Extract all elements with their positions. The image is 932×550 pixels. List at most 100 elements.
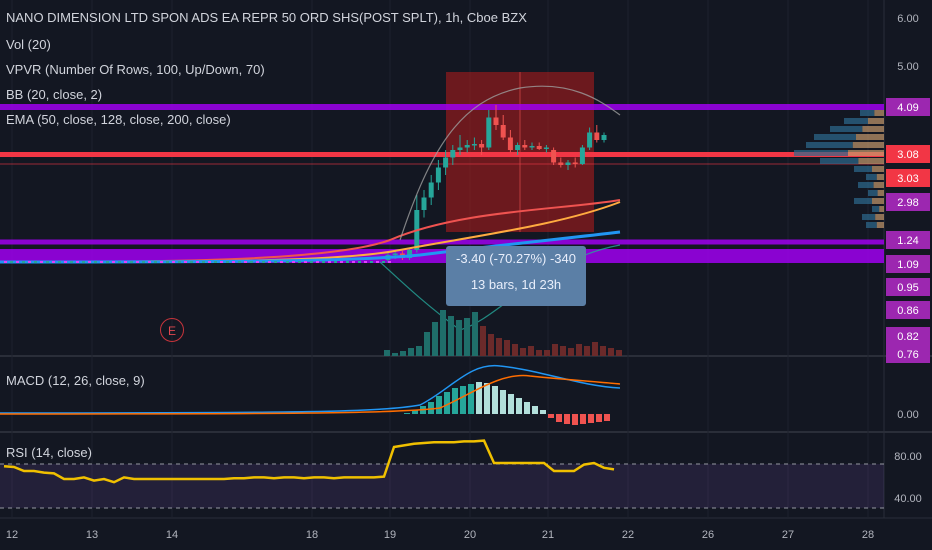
candle-body (457, 147, 463, 150)
dotted-bb-mark (196, 261, 199, 263)
price-tag-box (886, 145, 930, 163)
candle-body (450, 150, 456, 158)
macd-line (0, 364, 621, 414)
vpvr-bar-up (814, 134, 856, 140)
dotted-bb-mark (250, 261, 253, 263)
dotted-bb-mark (286, 261, 289, 263)
volume-bar (560, 346, 566, 356)
macd-hist-bar (548, 414, 554, 418)
vpvr-bar-down (877, 190, 884, 196)
vpvr-bar-up (854, 166, 872, 172)
rsi-line (3, 439, 615, 484)
vpvr-bar-up (866, 222, 877, 228)
candle-body (565, 162, 571, 165)
price-tag-box (886, 193, 930, 211)
dotted-bb-mark (100, 261, 103, 263)
price-tag-box (886, 98, 930, 116)
dotted-bb-mark (172, 261, 175, 263)
dotted-bb-mark (364, 261, 367, 263)
vpvr-bar-down (872, 198, 884, 204)
macd-hist-bar (604, 414, 610, 421)
price-tag-box (886, 231, 930, 249)
macd-tick-label: 0.00 (897, 409, 918, 421)
macd-hist-bar (588, 414, 594, 423)
price-tag-label: 1.09 (897, 259, 918, 271)
dotted-bb-mark (202, 261, 205, 263)
volume-bar (400, 351, 406, 356)
candle-body (486, 117, 492, 148)
macd-hist-bar (580, 414, 586, 424)
vpvr-bar-down (862, 126, 884, 132)
price-tag-label: 0.86 (897, 305, 918, 317)
price-tick-label: 6.00 (897, 13, 918, 25)
dotted-bb-mark (4, 261, 7, 263)
volume-bar (464, 318, 470, 356)
candle-body (435, 167, 441, 183)
macd-hist-bar (500, 390, 506, 414)
dotted-bb-mark (136, 261, 139, 263)
dotted-bb-mark (124, 261, 127, 263)
price-tag-label: 0.76 (897, 349, 918, 361)
dotted-bb-mark (88, 261, 91, 263)
candle-body (500, 125, 506, 138)
candle-body (579, 147, 585, 164)
candle-body (587, 132, 593, 148)
vpvr-bar-up (794, 150, 848, 156)
volume-bar (568, 348, 574, 356)
price-tag-label: 0.95 (897, 282, 918, 294)
vpvr-bar-down (873, 182, 884, 188)
candle-body (515, 145, 521, 150)
macd-hist-bar (532, 406, 538, 414)
time-tick-label: 12 (6, 529, 18, 541)
macd-hist-bar (508, 394, 514, 414)
dotted-bb-mark (46, 261, 49, 263)
measure-change: -3.40 (-70.27%) -340 (456, 251, 576, 266)
measure-duration: 13 bars, 1d 23h (470, 277, 562, 292)
volume-bar (432, 322, 438, 356)
candle-body (594, 132, 600, 140)
vpvr-bar-up (866, 174, 877, 180)
dotted-bb-mark (292, 261, 295, 263)
candle-body (392, 253, 398, 255)
dotted-bb-mark (118, 261, 121, 263)
price-tag-label: 4.09 (897, 102, 918, 114)
candle-body (551, 150, 557, 163)
dotted-bb-mark (214, 261, 217, 263)
time-tick-label: 26 (702, 529, 714, 541)
volume-bar (496, 338, 502, 356)
macd-hist-bar (596, 414, 602, 422)
candle-body (428, 182, 434, 198)
volume-bar (416, 346, 422, 356)
volume-bar (456, 320, 462, 356)
dotted-bb-mark (256, 261, 259, 263)
volume-bar (440, 310, 446, 356)
earnings-marker[interactable]: E (160, 318, 184, 342)
dotted-bb-mark (70, 261, 73, 263)
dotted-bb-mark (190, 261, 193, 263)
time-tick-label: 21 (542, 529, 554, 541)
candle-body (601, 135, 607, 140)
rsi-tick-label: 80.00 (894, 451, 922, 463)
vpvr-bar-down (852, 142, 884, 148)
volume-bar (528, 346, 534, 356)
candle-body (572, 162, 578, 164)
macd-label: MACD (12, 26, close, 9) (6, 373, 145, 388)
candle-body (421, 197, 427, 210)
macd-signal-line (0, 374, 621, 415)
dotted-bb-mark (238, 261, 241, 263)
dotted-bb-mark (370, 261, 373, 263)
price-tag-box (886, 278, 930, 296)
macd-hist-bar (436, 396, 442, 414)
vpvr-bar-up (830, 126, 863, 132)
volume-bar (392, 353, 398, 356)
price-tag-box (886, 327, 930, 345)
dotted-bb-mark (340, 261, 343, 263)
dotted-bb-mark (40, 261, 43, 263)
vpvr-bar-down (872, 166, 884, 172)
indicator-vpvr: VPVR (Number Of Rows, 100, Up/Down, 70) (6, 62, 265, 77)
dotted-bb-mark (208, 261, 211, 263)
volume-bar (520, 348, 526, 356)
dotted-bb-mark (58, 261, 61, 263)
vpvr-bar-down (848, 150, 884, 156)
